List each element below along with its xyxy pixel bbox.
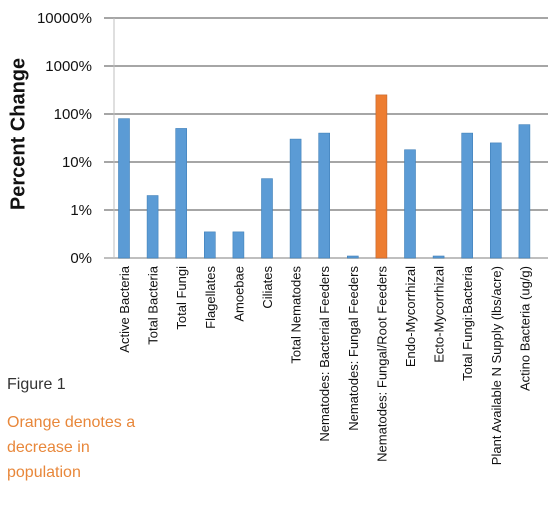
x-tick-label: Active Bacteria bbox=[117, 265, 132, 352]
bar bbox=[261, 178, 273, 259]
x-tick-label: Endo-Mycorrhizal bbox=[403, 266, 418, 367]
x-tick-label: Ecto-Mycorrhizal bbox=[432, 266, 447, 363]
bar bbox=[232, 231, 245, 259]
x-tick-label: Total Bacteria bbox=[146, 265, 161, 345]
y-tick-label: 0% bbox=[70, 250, 92, 267]
bar bbox=[461, 132, 474, 259]
bar bbox=[432, 255, 445, 259]
x-tick-label: Total Nematodes bbox=[289, 266, 304, 364]
x-tick-label: Actino Bacteria (ug/g) bbox=[517, 266, 532, 391]
y-tick-label: 10000% bbox=[37, 10, 92, 27]
x-tick-label: Nematodes: Fungal Feeders bbox=[346, 266, 361, 431]
bar bbox=[404, 149, 416, 259]
x-tick-label: Amoebae bbox=[231, 266, 246, 322]
bar bbox=[146, 195, 159, 259]
x-tick-label: Nematodes: Fungal/Root Feeders bbox=[374, 266, 389, 462]
bar bbox=[346, 255, 359, 259]
x-tick-label: Nematodes: Bacterial Feeders bbox=[317, 266, 332, 442]
bar bbox=[489, 142, 502, 259]
figure-label: Figure 1 bbox=[7, 376, 66, 393]
bar bbox=[118, 118, 130, 259]
y-tick-label: 10% bbox=[62, 154, 92, 171]
bar bbox=[204, 231, 216, 259]
y-tick-label: 100% bbox=[54, 106, 92, 123]
y-tick-label: 1% bbox=[70, 202, 92, 219]
x-tick-label: Total Fungi:Bacteria bbox=[460, 265, 475, 381]
y-tick-label: 1000% bbox=[45, 58, 92, 75]
x-tick-label: Total Fungi bbox=[174, 266, 189, 330]
bar bbox=[289, 138, 302, 259]
bar bbox=[175, 128, 187, 259]
x-tick-label: Flagellates bbox=[203, 266, 218, 329]
bar bbox=[375, 94, 388, 259]
x-tick-label: Ciliates bbox=[260, 266, 275, 309]
y-axis-title-text: Percent Change bbox=[7, 57, 30, 211]
figure-note: Orange denotes a decrease in population bbox=[7, 414, 136, 481]
bar bbox=[518, 124, 531, 259]
bar bbox=[318, 132, 331, 259]
x-tick-label: Plant Available N Supply (lbs/acre) bbox=[489, 266, 504, 465]
